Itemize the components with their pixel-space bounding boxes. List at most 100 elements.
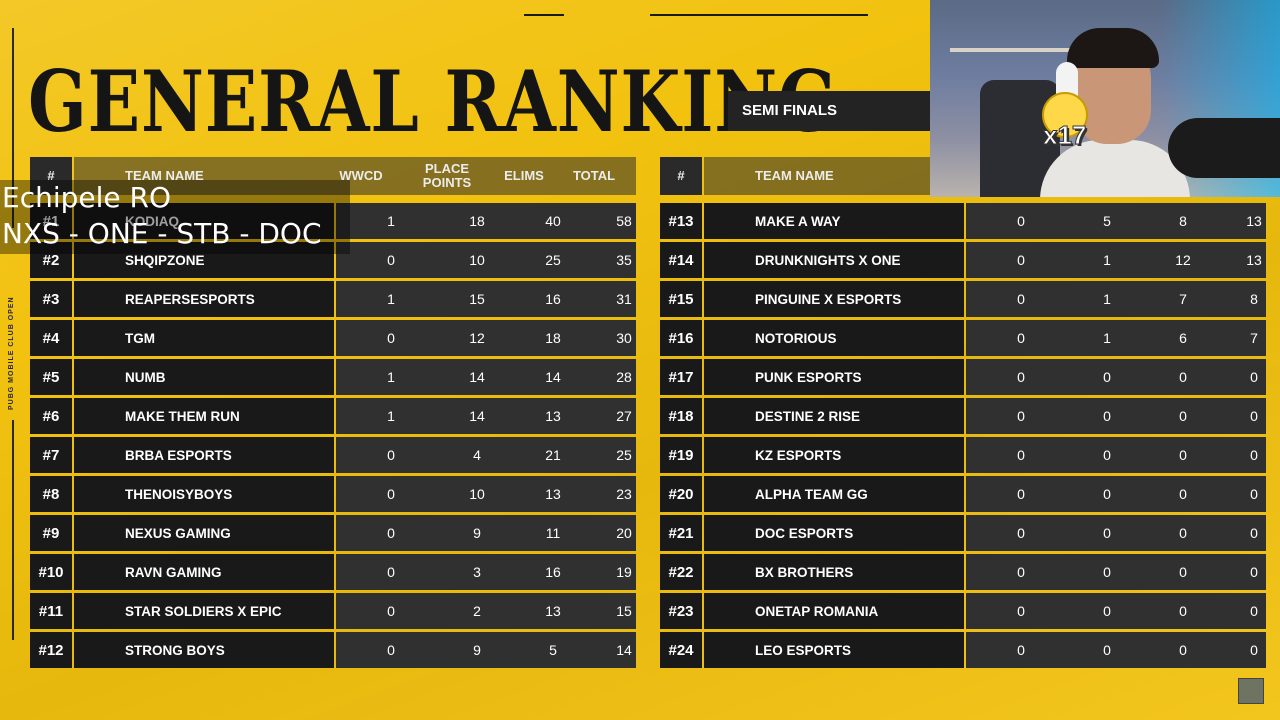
elims-cell: 6 [1179, 330, 1187, 346]
place-cell: 0 [1103, 642, 1111, 658]
team-name-cell: BRBA ESPORTS [74, 437, 334, 473]
table-row: #6 MAKE THEM RUN 1 14 13 27 [30, 398, 636, 434]
table-row: #2 SHQIPZONE 0 10 25 35 [30, 242, 636, 278]
total-cell: 0 [1250, 447, 1258, 463]
team-name-cell: KODIAQ [74, 203, 334, 239]
team-name-cell: STRONG BOYS [74, 632, 334, 668]
header-total: TOTAL [572, 168, 616, 183]
wwcd-cell: 1 [387, 213, 395, 229]
table-row: #24 LEO ESPORTS 0 0 0 0 [660, 632, 1266, 668]
place-cell: 9 [473, 525, 481, 541]
total-cell: 0 [1250, 525, 1258, 541]
emote-icon [1042, 92, 1088, 138]
rank-cell: #24 [660, 632, 702, 668]
overlay-line-2: NXS - ONE - STB - DOC [2, 217, 322, 250]
header-rank: # [47, 168, 55, 183]
elims-cell: 7 [1179, 291, 1187, 307]
wwcd-cell: 1 [387, 408, 395, 424]
stats-cells: 0 1 7 8 [966, 281, 1266, 317]
rank-cell: #5 [30, 359, 72, 395]
wwcd-cell: 0 [387, 447, 395, 463]
total-cell: 0 [1250, 369, 1258, 385]
elims-cell: 13 [545, 603, 561, 619]
total-cell: 13 [1246, 252, 1262, 268]
stats-cells: 1 14 13 27 [336, 398, 636, 434]
total-cell: 15 [616, 603, 632, 619]
table-row: #21 DOC ESPORTS 0 0 0 0 [660, 515, 1266, 551]
rank-cell: #2 [30, 242, 72, 278]
wwcd-cell: 0 [1017, 291, 1025, 307]
header-rank: # [677, 168, 685, 183]
place-cell: 4 [473, 447, 481, 463]
team-name-cell: PUNK ESPORTS [704, 359, 964, 395]
stats-cells: 0 5 8 13 [966, 203, 1266, 239]
place-cell: 0 [1103, 603, 1111, 619]
elims-cell: 5 [549, 642, 557, 658]
page-title: GENERAL RANKING [28, 52, 838, 151]
place-cell: 15 [469, 291, 485, 307]
table-row: #11 STAR SOLDIERS X EPIC 0 2 13 15 [30, 593, 636, 629]
rank-cell: #18 [660, 398, 702, 434]
header-elims: ELIMS [504, 168, 544, 183]
wwcd-cell: 0 [387, 525, 395, 541]
stats-cells: 0 0 0 0 [966, 476, 1266, 512]
wwcd-cell: 0 [1017, 213, 1025, 229]
place-cell: 10 [469, 252, 485, 268]
stats-cells: 0 12 18 30 [336, 320, 636, 356]
wwcd-cell: 0 [1017, 564, 1025, 580]
wwcd-cell: 0 [387, 330, 395, 346]
total-cell: 58 [616, 213, 632, 229]
table-row: #13 MAKE A WAY 0 5 8 13 [660, 203, 1266, 239]
wwcd-cell: 0 [1017, 330, 1025, 346]
place-cell: 9 [473, 642, 481, 658]
place-cell: 14 [469, 408, 485, 424]
rank-cell: #13 [660, 203, 702, 239]
stats-cells: 1 15 16 31 [336, 281, 636, 317]
table-row: #22 BX BROTHERS 0 0 0 0 [660, 554, 1266, 590]
wwcd-cell: 0 [1017, 603, 1025, 619]
team-name-cell: BX BROTHERS [704, 554, 964, 590]
table-row: #9 NEXUS GAMING 0 9 11 20 [30, 515, 636, 551]
stats-cells: 0 1 6 7 [966, 320, 1266, 356]
rank-cell: #16 [660, 320, 702, 356]
table-row: #8 THENOISYBOYS 0 10 13 23 [30, 476, 636, 512]
elims-cell: 0 [1179, 603, 1187, 619]
header-team-name: TEAM NAME [755, 168, 834, 183]
wwcd-cell: 0 [387, 603, 395, 619]
place-cell: 5 [1103, 213, 1111, 229]
total-cell: 7 [1250, 330, 1258, 346]
table-row: #4 TGM 0 12 18 30 [30, 320, 636, 356]
rank-cell: #6 [30, 398, 72, 434]
stats-cells: 0 0 0 0 [966, 632, 1266, 668]
rank-cell: #11 [30, 593, 72, 629]
stats-cells: 0 0 0 0 [966, 437, 1266, 473]
wwcd-cell: 0 [1017, 642, 1025, 658]
wwcd-cell: 0 [1017, 486, 1025, 502]
table-row: #14 DRUNKNIGHTS X ONE 0 1 12 13 [660, 242, 1266, 278]
table-row: #3 REAPERSESPORTS 1 15 16 31 [30, 281, 636, 317]
elims-cell: 0 [1179, 447, 1187, 463]
header-wwcd: WWCD [339, 168, 383, 183]
place-cell: 0 [1103, 564, 1111, 580]
team-name-cell: STAR SOLDIERS X EPIC [74, 593, 334, 629]
stats-cells: 0 0 0 0 [966, 359, 1266, 395]
rank-cell: #9 [30, 515, 72, 551]
stage-badge: SEMI FINALS [728, 91, 930, 131]
rank-cell: #1 [30, 203, 72, 239]
rank-cell: #22 [660, 554, 702, 590]
total-cell: 0 [1250, 642, 1258, 658]
team-name-cell: NEXUS GAMING [74, 515, 334, 551]
place-cell: 1 [1103, 291, 1111, 307]
total-cell: 31 [616, 291, 632, 307]
table-row: #7 BRBA ESPORTS 0 4 21 25 [30, 437, 636, 473]
elims-cell: 0 [1179, 525, 1187, 541]
total-cell: 28 [616, 369, 632, 385]
total-cell: 13 [1246, 213, 1262, 229]
rank-cell: #15 [660, 281, 702, 317]
stats-cells: 0 4 21 25 [336, 437, 636, 473]
place-cell: 0 [1103, 408, 1111, 424]
table-row: #20 ALPHA TEAM GG 0 0 0 0 [660, 476, 1266, 512]
header-team-name: TEAM NAME [125, 168, 204, 183]
elims-cell: 0 [1179, 408, 1187, 424]
place-cell: 1 [1103, 252, 1111, 268]
